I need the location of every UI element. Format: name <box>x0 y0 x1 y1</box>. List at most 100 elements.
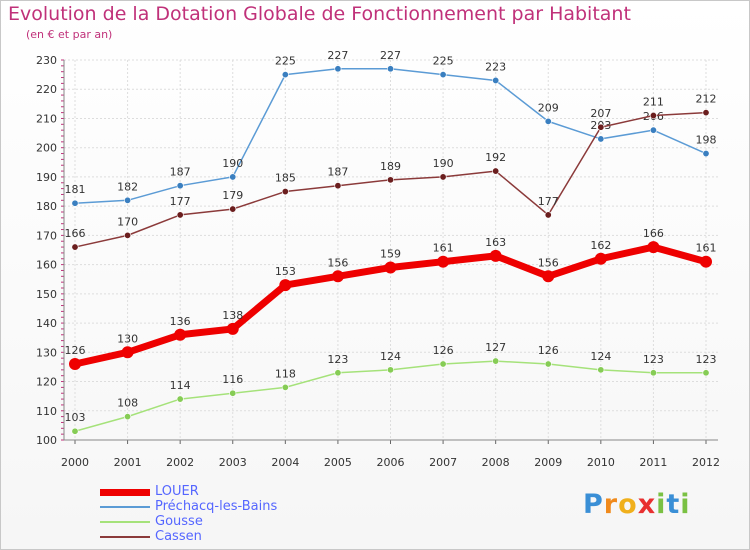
legend-label: LOUER <box>155 484 199 499</box>
y-tick-label: 170 <box>36 229 57 242</box>
data-label-prechacq-les-bains: 225 <box>433 55 454 68</box>
data-point-cassen <box>544 211 552 219</box>
chart-subtitle: (en € et par an) <box>26 28 113 41</box>
y-tick-label: 190 <box>36 171 57 184</box>
data-point-louer <box>542 270 555 283</box>
y-tick-label: 120 <box>36 376 57 389</box>
y-tick-label: 220 <box>36 83 57 96</box>
data-point-cassen <box>597 123 605 131</box>
data-label-louer: 161 <box>696 242 717 255</box>
data-label-prechacq-les-bains: 198 <box>696 134 717 147</box>
data-point-prechacq-les-bains <box>492 76 500 84</box>
data-label-louer: 130 <box>117 332 138 345</box>
data-label-gousse: 124 <box>380 350 401 363</box>
data-label-cassen: 212 <box>696 93 717 106</box>
data-point-cassen <box>334 182 342 190</box>
data-point-gousse <box>386 366 394 374</box>
data-label-prechacq-les-bains: 227 <box>327 49 348 62</box>
data-label-gousse: 103 <box>65 411 86 424</box>
data-label-prechacq-les-bains: 223 <box>485 60 506 73</box>
legend-label: Gousse <box>155 514 203 529</box>
data-label-louer: 156 <box>327 256 348 269</box>
x-tick-label: 2005 <box>324 456 352 469</box>
logo-letter: t <box>666 489 681 520</box>
data-label-cassen: 177 <box>538 195 559 208</box>
data-point-louer <box>69 358 81 370</box>
data-point-louer <box>489 249 502 262</box>
data-label-cassen: 207 <box>590 107 611 120</box>
data-label-louer: 159 <box>380 248 401 261</box>
data-point-gousse <box>229 389 237 397</box>
proxiti-logo: Proxiti <box>583 489 691 520</box>
data-label-louer: 162 <box>590 239 611 252</box>
data-label-cassen: 189 <box>380 160 401 173</box>
data-point-gousse <box>124 413 132 421</box>
data-label-louer: 156 <box>538 256 559 269</box>
data-label-louer: 126 <box>65 344 86 357</box>
chart-title: Evolution de la Dotation Globale de Fonc… <box>8 3 631 25</box>
x-tick-label: 2012 <box>692 456 720 469</box>
data-label-prechacq-les-bains: 181 <box>65 183 86 196</box>
data-label-gousse: 127 <box>485 341 506 354</box>
data-label-gousse: 116 <box>222 373 243 386</box>
data-label-cassen: 211 <box>643 96 664 109</box>
data-label-cassen: 179 <box>222 189 243 202</box>
y-tick-label: 210 <box>36 112 57 125</box>
data-point-prechacq-les-bains <box>176 182 184 190</box>
data-label-gousse: 123 <box>643 353 664 366</box>
data-label-gousse: 118 <box>275 367 296 380</box>
data-label-gousse: 123 <box>327 353 348 366</box>
data-point-louer <box>226 322 239 335</box>
data-point-gousse <box>702 369 710 377</box>
data-point-cassen <box>71 243 79 251</box>
x-tick-label: 2001 <box>114 456 142 469</box>
data-point-gousse <box>597 366 605 374</box>
logo-letter: r <box>603 489 619 520</box>
data-point-gousse <box>281 383 289 391</box>
data-point-louer <box>174 328 187 341</box>
data-label-cassen: 185 <box>275 172 296 185</box>
data-point-louer <box>279 279 292 292</box>
data-point-louer <box>437 255 450 268</box>
data-point-cassen <box>229 205 237 213</box>
legend-label: Préchacq-les-Bains <box>155 499 278 514</box>
data-label-louer: 163 <box>485 236 506 249</box>
legend-label: Cassen <box>155 529 202 544</box>
x-tick-label: 2002 <box>166 456 194 469</box>
data-point-louer <box>594 252 607 265</box>
legend-swatch <box>100 488 150 496</box>
data-label-prechacq-les-bains: 225 <box>275 55 296 68</box>
data-point-prechacq-les-bains <box>649 126 657 134</box>
logo-letter: x <box>637 489 657 520</box>
data-label-cassen: 190 <box>433 157 454 170</box>
data-label-prechacq-les-bains: 227 <box>380 49 401 62</box>
data-point-prechacq-les-bains <box>71 199 79 207</box>
data-label-prechacq-les-bains: 187 <box>170 166 191 179</box>
x-tick-label: 2003 <box>219 456 247 469</box>
data-point-prechacq-les-bains <box>334 65 342 73</box>
data-label-louer: 166 <box>643 227 664 240</box>
y-tick-label: 100 <box>36 434 57 447</box>
data-label-cassen: 166 <box>65 227 86 240</box>
data-label-prechacq-les-bains: 182 <box>117 180 138 193</box>
data-point-louer <box>700 255 712 268</box>
data-label-cassen: 192 <box>485 151 506 164</box>
data-point-gousse <box>334 369 342 377</box>
data-point-gousse <box>649 369 657 377</box>
data-label-prechacq-les-bains: 209 <box>538 101 559 114</box>
y-tick-label: 140 <box>36 317 57 330</box>
y-tick-label: 200 <box>36 142 57 155</box>
data-label-gousse: 123 <box>696 353 717 366</box>
logo-letter: o <box>618 489 638 520</box>
data-point-cassen <box>492 167 500 175</box>
data-point-cassen <box>439 173 447 181</box>
data-point-gousse <box>71 427 79 435</box>
data-label-louer: 153 <box>275 265 296 278</box>
data-label-gousse: 114 <box>170 379 191 392</box>
logo-letter: i <box>656 489 667 520</box>
data-point-cassen <box>649 112 657 120</box>
y-tick-label: 160 <box>36 259 57 272</box>
logo-letter: i <box>680 489 691 520</box>
data-point-prechacq-les-bains <box>702 150 710 158</box>
